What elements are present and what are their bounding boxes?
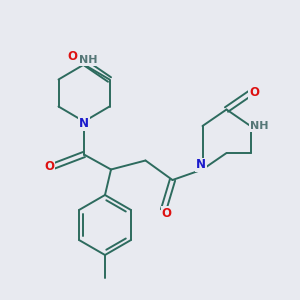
- Text: N: N: [196, 158, 206, 172]
- Text: N: N: [79, 117, 89, 130]
- Text: O: O: [249, 86, 259, 100]
- Text: NH: NH: [250, 121, 269, 131]
- Text: NH: NH: [79, 55, 98, 65]
- Text: O: O: [44, 160, 54, 173]
- Text: O: O: [161, 207, 172, 220]
- Text: O: O: [67, 50, 77, 64]
